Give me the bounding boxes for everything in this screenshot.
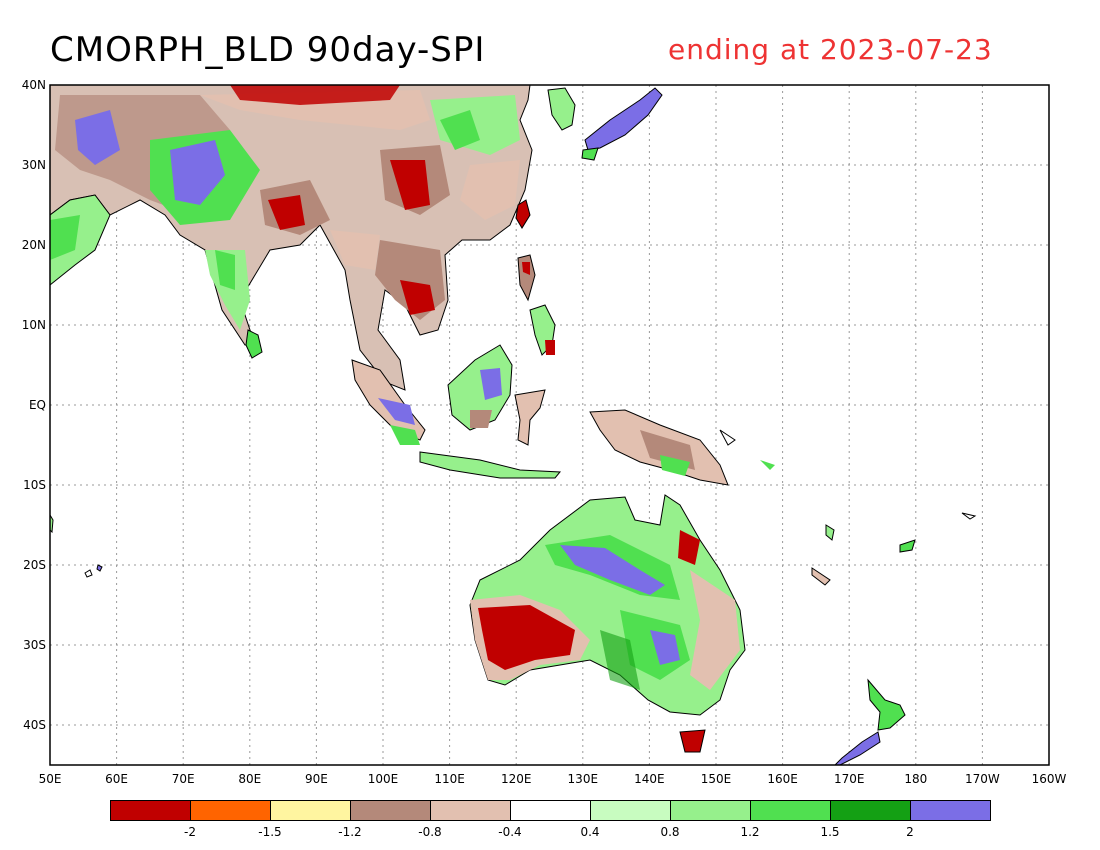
- lat-label: 30S: [23, 638, 46, 652]
- lon-label: 160W: [1032, 772, 1067, 786]
- lat-label: 40S: [23, 718, 46, 732]
- lat-label: EQ: [29, 398, 46, 412]
- mauritius: [84, 569, 93, 578]
- lat-label: 40N: [22, 78, 46, 92]
- fiji: [899, 539, 916, 553]
- taiwan: [515, 199, 531, 229]
- colorbar-swatch: [270, 800, 351, 821]
- bismarck-islands: [719, 429, 736, 446]
- colorbar-swatch: [750, 800, 831, 821]
- australia: [469, 494, 746, 716]
- map-subtitle: ending at 2023-07-23: [668, 33, 993, 66]
- colorbar-swatch: [830, 800, 911, 821]
- landmasses: [50, 85, 977, 765]
- samoa: [961, 512, 977, 520]
- colorbar-label: -0.8: [418, 825, 441, 839]
- lat-label: 10S: [23, 478, 46, 492]
- colorbar-label: 0.4: [580, 825, 599, 839]
- borneo: [447, 344, 513, 431]
- colorbar-swatch: [670, 800, 751, 821]
- colorbar-swatch: [110, 800, 191, 821]
- colorbar-boxes: [110, 800, 991, 821]
- reunion: [96, 564, 103, 572]
- sri-lanka: [245, 329, 263, 359]
- lat-label: 20N: [22, 238, 46, 252]
- lon-label: 90E: [305, 772, 328, 786]
- asia-landmass: [50, 85, 533, 391]
- lat-label: 20S: [23, 558, 46, 572]
- lon-label: 140E: [634, 772, 665, 786]
- lon-label: 50E: [39, 772, 62, 786]
- sulawesi: [514, 389, 546, 446]
- colorbar: -2 -1.5 -1.2 -0.8 -0.4 0.4 0.8 1.2 1.5 2: [110, 800, 991, 839]
- java: [419, 451, 562, 479]
- colorbar-label: -0.4: [498, 825, 521, 839]
- colorbar-swatch: [350, 800, 431, 821]
- colorbar-label: 0.8: [660, 825, 679, 839]
- map-title: CMORPH_BLD 90day-SPI: [50, 30, 486, 70]
- lon-label: 150E: [701, 772, 732, 786]
- lon-label: 170W: [965, 772, 1000, 786]
- colorbar-label: 1.2: [740, 825, 759, 839]
- new-caledonia: [811, 567, 831, 586]
- colorbar-label: 1.5: [820, 825, 839, 839]
- lon-label: 130E: [568, 772, 599, 786]
- lon-label: 60E: [105, 772, 128, 786]
- colorbar-label: -2: [184, 825, 196, 839]
- lon-label: 180: [904, 772, 927, 786]
- colorbar-labels: -2 -1.5 -1.2 -0.8 -0.4 0.4 0.8 1.2 1.5 2: [184, 825, 914, 839]
- lon-label: 100E: [368, 772, 399, 786]
- lon-label: 120E: [501, 772, 532, 786]
- axis-labels: 40N 30N 20N 10N EQ 10S 20S 30S 40S 50E 60E 70E 80E 90…: [22, 78, 1067, 786]
- colorbar-swatch: [590, 800, 671, 821]
- korea: [547, 87, 576, 131]
- lon-label: 80E: [238, 772, 261, 786]
- lat-label: 10N: [22, 318, 46, 332]
- map-frame: [49, 84, 1050, 766]
- lon-label: 110E: [434, 772, 465, 786]
- lon-label: 70E: [172, 772, 195, 786]
- lon-label: 170E: [834, 772, 865, 786]
- colorbar-label: 2: [906, 825, 914, 839]
- colorbar-label: -1.5: [258, 825, 281, 839]
- philippines: [517, 254, 556, 356]
- vanuatu: [825, 524, 835, 541]
- solomon-islands: [760, 460, 775, 470]
- new-zealand: [834, 678, 906, 765]
- lon-label: 160E: [767, 772, 798, 786]
- colorbar-swatch: [430, 800, 511, 821]
- tasmania: [679, 729, 706, 753]
- japan: [581, 87, 663, 161]
- colorbar-swatch: [510, 800, 591, 821]
- colorbar-label: -1.2: [338, 825, 361, 839]
- colorbar-swatch: [190, 800, 271, 821]
- lat-label: 30N: [22, 158, 46, 172]
- map-plot: 40N 30N 20N 10N EQ 10S 20S 30S 40S 50E 60E 70E 80E 90…: [22, 78, 1067, 786]
- colorbar-swatch: [910, 800, 991, 821]
